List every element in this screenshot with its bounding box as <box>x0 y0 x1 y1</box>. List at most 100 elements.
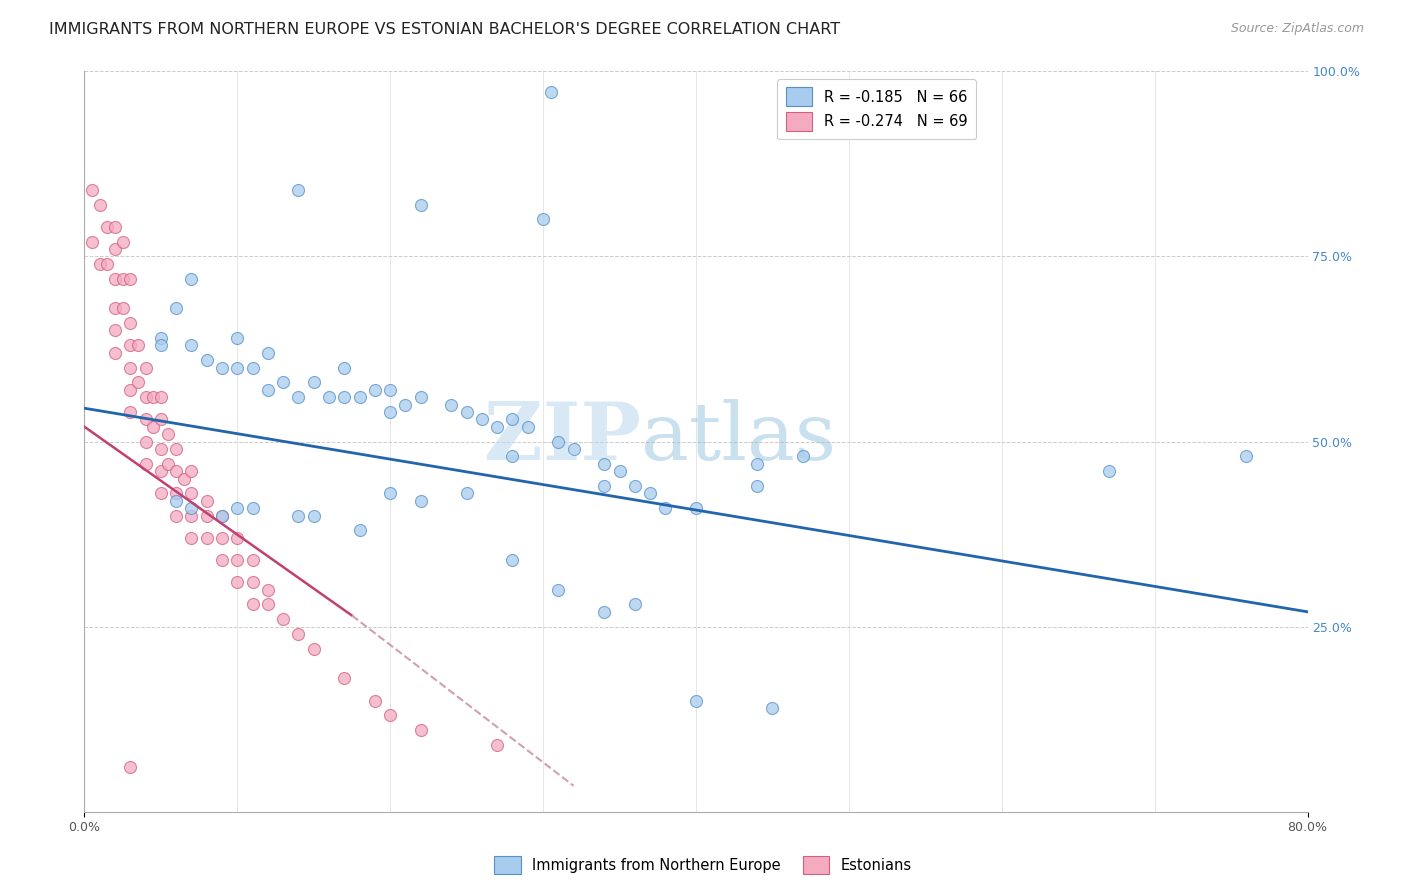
Point <box>593 457 616 471</box>
Point <box>195 353 218 368</box>
Text: atlas: atlas <box>641 399 837 477</box>
Point <box>685 694 707 708</box>
Point <box>111 235 134 249</box>
Point <box>409 493 432 508</box>
Point <box>165 493 187 508</box>
Point <box>685 501 707 516</box>
Point <box>792 450 814 464</box>
Point <box>471 412 494 426</box>
Point <box>104 324 127 338</box>
Point <box>211 553 233 567</box>
Legend: Immigrants from Northern Europe, Estonians: Immigrants from Northern Europe, Estonia… <box>488 850 918 880</box>
Point <box>502 412 524 426</box>
Point <box>531 212 554 227</box>
Point <box>104 345 127 359</box>
Point <box>226 360 249 375</box>
Point <box>149 331 172 345</box>
Point <box>104 301 127 316</box>
Point <box>111 301 134 316</box>
Point <box>257 582 280 597</box>
Point <box>242 575 264 590</box>
Point <box>226 575 249 590</box>
Point <box>380 486 402 500</box>
Point <box>318 390 340 404</box>
Point <box>165 486 187 500</box>
Point <box>149 486 172 500</box>
Point <box>96 219 118 234</box>
Point <box>540 85 562 99</box>
Point <box>409 723 432 738</box>
Point <box>173 471 195 485</box>
Point <box>111 271 134 285</box>
Point <box>142 419 165 434</box>
Point <box>333 390 356 404</box>
Point <box>195 508 218 523</box>
Point <box>226 531 249 545</box>
Point <box>180 508 202 523</box>
Point <box>157 457 180 471</box>
Point <box>120 760 142 774</box>
Point <box>547 434 569 449</box>
Point <box>349 390 371 404</box>
Point <box>149 338 172 352</box>
Point <box>242 360 264 375</box>
Point <box>302 508 325 523</box>
Point <box>761 701 783 715</box>
Point <box>226 331 249 345</box>
Point <box>380 708 402 723</box>
Point <box>257 383 280 397</box>
Point <box>287 627 309 641</box>
Point <box>127 338 149 352</box>
Point <box>624 598 647 612</box>
Point <box>104 219 127 234</box>
Point <box>149 390 172 404</box>
Point <box>149 442 172 456</box>
Point <box>287 508 309 523</box>
Point <box>211 508 233 523</box>
Point <box>195 531 218 545</box>
Point <box>502 553 524 567</box>
Point <box>135 390 157 404</box>
Point <box>257 598 280 612</box>
Point <box>211 531 233 545</box>
Text: IMMIGRANTS FROM NORTHERN EUROPE VS ESTONIAN BACHELOR'S DEGREE CORRELATION CHART: IMMIGRANTS FROM NORTHERN EUROPE VS ESTON… <box>49 22 841 37</box>
Point <box>456 486 478 500</box>
Point <box>302 376 325 390</box>
Point <box>135 457 157 471</box>
Point <box>142 390 165 404</box>
Point <box>180 271 202 285</box>
Point <box>104 271 127 285</box>
Point <box>271 376 294 390</box>
Point <box>271 612 294 626</box>
Point <box>120 360 142 375</box>
Point <box>127 376 149 390</box>
Point <box>287 390 309 404</box>
Text: ZIP: ZIP <box>484 399 641 477</box>
Point <box>333 672 356 686</box>
Point <box>180 531 202 545</box>
Text: Source: ZipAtlas.com: Source: ZipAtlas.com <box>1230 22 1364 36</box>
Point <box>211 360 233 375</box>
Point <box>302 641 325 656</box>
Point <box>180 486 202 500</box>
Point <box>242 553 264 567</box>
Point <box>80 235 103 249</box>
Point <box>287 183 309 197</box>
Point <box>104 242 127 256</box>
Point <box>120 405 142 419</box>
Point <box>593 605 616 619</box>
Point <box>380 405 402 419</box>
Point <box>257 345 280 359</box>
Point <box>120 316 142 330</box>
Point <box>409 197 432 211</box>
Point <box>96 257 118 271</box>
Point <box>80 183 103 197</box>
Point <box>440 398 463 412</box>
Point <box>456 405 478 419</box>
Point <box>165 301 187 316</box>
Point <box>624 479 647 493</box>
Point <box>609 464 631 478</box>
Point <box>89 197 111 211</box>
Point <box>364 694 387 708</box>
Point <box>195 493 218 508</box>
